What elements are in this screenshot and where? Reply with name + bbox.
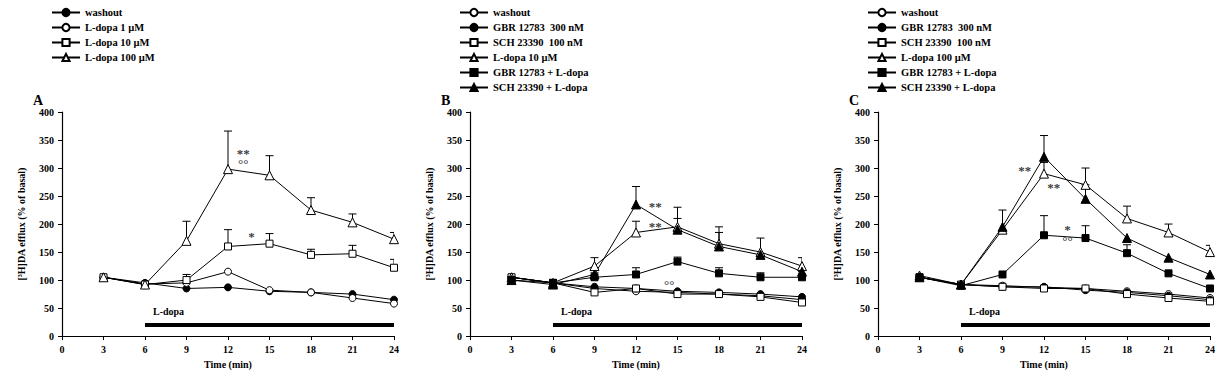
svg-text:L-dopa 1 µM: L-dopa 1 µM [85, 22, 144, 33]
svg-text:Time (min): Time (min) [612, 359, 660, 371]
svg-text:SCH 23390 100 nM: SCH 23390 100 nM [493, 37, 583, 48]
svg-text:SCH 23390 + L-dopa: SCH 23390 + L-dopa [493, 82, 588, 93]
svg-text:**: ** [649, 199, 662, 214]
svg-text:400: 400 [855, 107, 870, 118]
svg-text:400: 400 [39, 107, 54, 118]
svg-text:Time (min): Time (min) [204, 359, 252, 371]
svg-text:12: 12 [223, 344, 233, 355]
svg-text:24: 24 [797, 344, 807, 355]
svg-text:**: ** [1047, 180, 1060, 195]
svg-text:L-dopa 10 µM: L-dopa 10 µM [493, 52, 557, 63]
svg-text:washout: washout [85, 7, 123, 18]
svg-text:L-dopa: L-dopa [153, 306, 184, 317]
svg-text:washout: washout [493, 7, 531, 18]
svg-text:100: 100 [39, 275, 54, 286]
svg-text:L-dopa: L-dopa [561, 306, 592, 317]
svg-text:150: 150 [447, 247, 462, 258]
svg-text:300: 300 [855, 163, 870, 174]
svg-text:L-dopa 10 µM: L-dopa 10 µM [85, 37, 149, 48]
svg-text:0: 0 [865, 331, 870, 342]
svg-text:washout: washout [901, 7, 939, 18]
svg-text:350: 350 [447, 135, 462, 146]
svg-text:[³H]DA efflux (% of basal): [³H]DA efflux (% of basal) [424, 168, 436, 281]
svg-text:L-dopa 100 µM: L-dopa 100 µM [901, 52, 971, 63]
svg-text:°°: °° [238, 156, 248, 171]
svg-text:SCH 23390 + L-dopa: SCH 23390 + L-dopa [901, 82, 996, 93]
svg-text:100: 100 [447, 275, 462, 286]
svg-text:0: 0 [49, 331, 54, 342]
svg-text:Time (min): Time (min) [1020, 359, 1068, 371]
svg-text:3: 3 [917, 344, 922, 355]
svg-text:**: ** [1018, 163, 1031, 178]
svg-text:GBR 12783 300 nM: GBR 12783 300 nM [901, 22, 992, 33]
svg-text:250: 250 [39, 191, 54, 202]
svg-text:18: 18 [714, 344, 724, 355]
svg-text:100: 100 [855, 275, 870, 286]
svg-text:200: 200 [447, 219, 462, 230]
svg-text:C: C [849, 93, 859, 108]
svg-text:°°: °° [1062, 233, 1072, 248]
svg-text:400: 400 [447, 107, 462, 118]
svg-text:GBR 12783 300 nM: GBR 12783 300 nM [493, 22, 584, 33]
svg-text:250: 250 [447, 191, 462, 202]
svg-text:*: * [248, 229, 255, 244]
svg-text:15: 15 [673, 344, 683, 355]
svg-text:6: 6 [551, 344, 556, 355]
svg-text:0: 0 [457, 331, 462, 342]
svg-text:L-dopa: L-dopa [969, 306, 1000, 317]
svg-text:350: 350 [855, 135, 870, 146]
svg-text:250: 250 [855, 191, 870, 202]
svg-text:L-dopa 100 µM: L-dopa 100 µM [85, 52, 155, 63]
svg-text:6: 6 [959, 344, 964, 355]
svg-text:0: 0 [60, 344, 65, 355]
svg-text:9: 9 [1000, 344, 1005, 355]
svg-text:3: 3 [509, 344, 514, 355]
svg-text:[³H]DA efflux (% of basal): [³H]DA efflux (% of basal) [16, 168, 28, 281]
svg-text:21: 21 [348, 344, 358, 355]
svg-text:12: 12 [631, 344, 641, 355]
svg-text:18: 18 [306, 344, 316, 355]
svg-text:50: 50 [452, 303, 462, 314]
svg-text:300: 300 [447, 163, 462, 174]
svg-text:15: 15 [265, 344, 275, 355]
svg-text:9: 9 [592, 344, 597, 355]
svg-text:21: 21 [1164, 344, 1174, 355]
svg-text:0: 0 [468, 344, 473, 355]
svg-text:21: 21 [756, 344, 766, 355]
svg-text:6: 6 [143, 344, 148, 355]
svg-text:300: 300 [39, 163, 54, 174]
svg-text:GBR 12783 + L-dopa: GBR 12783 + L-dopa [901, 67, 997, 78]
svg-text:18: 18 [1122, 344, 1132, 355]
svg-text:50: 50 [860, 303, 870, 314]
svg-text:3: 3 [101, 344, 106, 355]
svg-text:0: 0 [876, 344, 881, 355]
svg-text:GBR 12783 + L-dopa: GBR 12783 + L-dopa [493, 67, 589, 78]
svg-text:150: 150 [39, 247, 54, 258]
svg-text:12: 12 [1039, 344, 1049, 355]
svg-text:200: 200 [39, 219, 54, 230]
svg-text:24: 24 [1205, 344, 1215, 355]
svg-text:350: 350 [39, 135, 54, 146]
svg-text:**: ** [649, 219, 662, 234]
svg-text:A: A [33, 93, 44, 108]
svg-text:SCH 23390 100 nM: SCH 23390 100 nM [901, 37, 991, 48]
svg-text:°°: °° [664, 277, 674, 292]
svg-text:[³H]DA efflux (% of basal): [³H]DA efflux (% of basal) [832, 168, 844, 281]
svg-text:150: 150 [855, 247, 870, 258]
svg-text:15: 15 [1081, 344, 1091, 355]
svg-text:B: B [441, 93, 450, 108]
svg-text:24: 24 [389, 344, 399, 355]
svg-text:9: 9 [184, 344, 189, 355]
svg-text:200: 200 [855, 219, 870, 230]
svg-text:50: 50 [44, 303, 54, 314]
